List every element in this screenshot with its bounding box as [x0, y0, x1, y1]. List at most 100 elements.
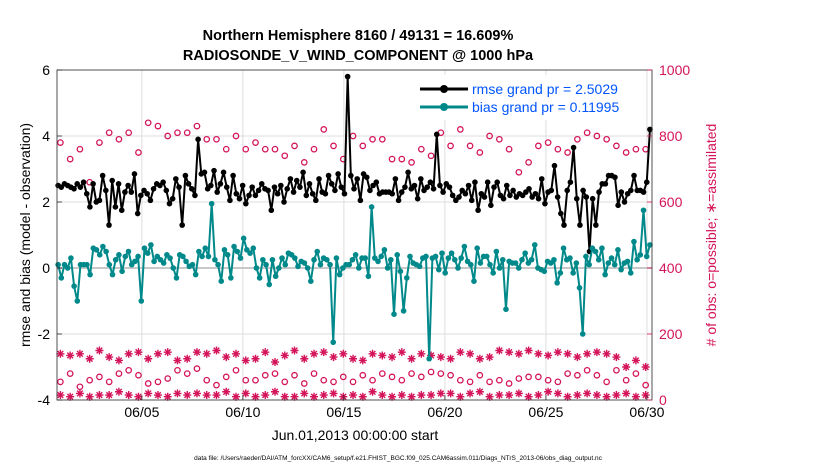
obs-possible-marker	[456, 376, 464, 384]
point-rmse	[195, 136, 201, 143]
point-bias	[397, 268, 404, 275]
obs-possible-marker	[213, 381, 220, 389]
point-bias	[560, 245, 567, 251]
x-tick-label: 06/15	[326, 404, 361, 420]
obs-assimilated-marker	[553, 389, 562, 398]
obs-possible-marker	[349, 378, 357, 386]
obs-possible-marker	[574, 135, 581, 143]
obs-possible-marker	[135, 371, 142, 379]
obs-assimilated-marker	[514, 389, 523, 398]
point-rmse	[583, 194, 590, 200]
point-bias	[221, 247, 228, 253]
point-rmse	[284, 186, 291, 192]
point-rmse	[163, 187, 170, 194]
point-bias	[314, 248, 321, 255]
point-bias	[132, 258, 138, 265]
point-rmse	[612, 174, 618, 181]
point-rmse	[402, 184, 408, 190]
obs-possible-marker	[193, 122, 201, 130]
point-bias	[103, 248, 109, 255]
point-rmse	[134, 210, 141, 217]
obs-assimilated-marker	[134, 348, 143, 357]
point-rmse	[542, 200, 548, 207]
obs-possible-marker	[339, 373, 347, 381]
point-bias	[144, 250, 151, 256]
point-bias	[474, 245, 480, 251]
obs-assimilated-marker	[524, 346, 533, 355]
obs-assimilated-marker	[631, 356, 640, 365]
point-bias	[608, 255, 615, 261]
point-bias	[199, 253, 205, 260]
obs-assimilated-marker	[241, 356, 250, 365]
point-rmse	[488, 202, 494, 209]
point-bias	[247, 250, 253, 256]
legend-bias-label: bias grand pr = 0.11995	[472, 99, 619, 115]
obs-possible-marker	[252, 139, 259, 146]
point-rmse	[418, 176, 424, 182]
point-bias	[579, 331, 586, 337]
point-rmse	[618, 189, 625, 195]
obs-assimilated-marker	[602, 392, 611, 401]
point-bias	[202, 245, 209, 251]
point-rmse	[472, 179, 478, 185]
plot-area	[57, 70, 652, 400]
point-bias	[301, 260, 308, 266]
point-rmse	[103, 187, 109, 194]
point-bias	[493, 248, 500, 255]
point-bias	[557, 270, 564, 276]
footer-data-file: data file: /Users/raeder/DAI/ATM_forcXX/…	[194, 455, 603, 462]
point-rmse	[335, 171, 341, 177]
point-bias	[365, 273, 372, 280]
point-rmse	[405, 169, 411, 176]
obs-possible-marker	[398, 376, 406, 384]
y-tick-label-right: 800	[659, 128, 683, 144]
obs-assimilated-marker	[192, 348, 201, 357]
obs-possible-marker	[57, 378, 64, 386]
point-rmse	[281, 199, 287, 205]
point-bias	[64, 265, 71, 271]
point-bias	[611, 261, 618, 268]
obs-assimilated-marker	[573, 391, 582, 400]
point-bias	[237, 255, 244, 261]
obs-assimilated-marker	[212, 391, 221, 400]
point-rmse	[532, 190, 539, 197]
point-bias	[461, 243, 468, 250]
point-bias	[55, 261, 61, 268]
obs-assimilated-marker	[485, 353, 494, 362]
obs-possible-marker	[447, 371, 454, 379]
point-rmse	[548, 187, 555, 194]
obs-possible-marker	[427, 368, 435, 376]
point-rmse	[252, 192, 259, 199]
point-bias	[324, 256, 330, 263]
obs-assimilated-marker	[66, 392, 75, 401]
point-bias	[551, 256, 557, 263]
point-rmse	[631, 172, 637, 179]
y-tick-label-right: 0	[659, 392, 667, 408]
obs-assimilated-marker	[475, 354, 484, 363]
obs-possible-marker	[213, 135, 220, 143]
point-bias	[74, 298, 81, 304]
obs-possible-marker	[437, 370, 445, 377]
obs-assimilated-marker	[534, 349, 543, 358]
obs-assimilated-marker	[339, 392, 348, 401]
obs-assimilated-marker	[251, 354, 260, 363]
obs-assimilated-marker	[397, 391, 406, 400]
point-bias	[295, 263, 301, 270]
obs-assimilated-marker	[319, 348, 328, 357]
point-rmse	[122, 189, 128, 195]
point-rmse	[220, 169, 227, 176]
point-rmse	[188, 186, 195, 192]
point-rmse	[144, 190, 150, 197]
x-tick-label: 06/10	[225, 404, 260, 420]
obs-assimilated-marker	[446, 389, 455, 398]
point-rmse	[433, 131, 440, 138]
obs-assimilated-marker	[417, 391, 426, 400]
obs-assimilated-marker	[505, 348, 514, 357]
point-rmse	[341, 190, 348, 197]
obs-assimilated-marker	[631, 392, 640, 401]
obs-possible-marker	[632, 370, 640, 377]
point-bias	[512, 260, 519, 266]
point-rmse	[243, 200, 249, 207]
point-bias	[471, 278, 477, 285]
